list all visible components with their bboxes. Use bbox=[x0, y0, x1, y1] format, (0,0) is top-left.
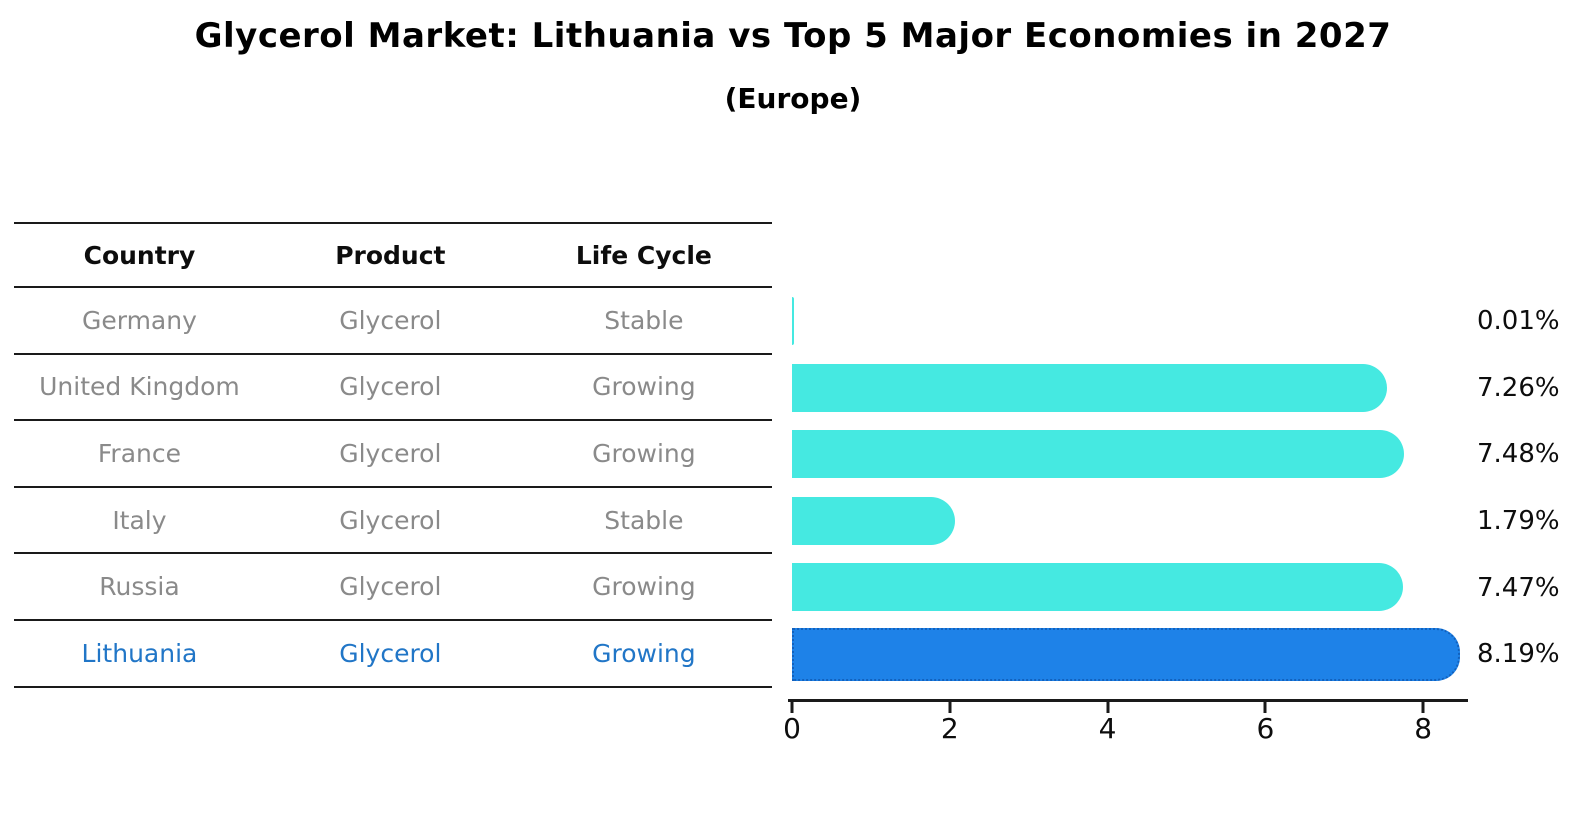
chart-title: Glycerol Market: Lithuania vs Top 5 Majo… bbox=[194, 16, 1392, 56]
bar-slot-france bbox=[792, 421, 1492, 488]
life-cycle-cell: Stable bbox=[604, 305, 684, 335]
chart-subtitle: (Europe) bbox=[724, 82, 862, 115]
bar-slot-italy bbox=[792, 488, 1492, 555]
x-tick-label-0: 0 bbox=[783, 712, 801, 745]
bar-france bbox=[792, 430, 1405, 479]
bar-lithuania bbox=[792, 628, 1461, 681]
x-axis-line bbox=[788, 699, 1468, 702]
value-label-united-kingdom: 7.26% bbox=[1477, 372, 1560, 403]
value-label-lithuania: 8.19% bbox=[1477, 639, 1560, 670]
table-body: Germany Glycerol Stable United Kingdom Glyce… bbox=[14, 288, 772, 688]
column-header-product: Product bbox=[335, 240, 446, 270]
x-tick-label-2: 2 bbox=[940, 712, 959, 745]
bar-germany bbox=[792, 297, 794, 345]
country-cell: Germany bbox=[81, 305, 197, 335]
column-header-country: Country bbox=[83, 240, 196, 270]
table-row-russia: Russia Glycerol Growing bbox=[14, 554, 772, 621]
bar-united-kingdom bbox=[792, 363, 1387, 412]
table-row-lithuania: Lithuania Glycerol Growing bbox=[14, 621, 772, 688]
table-row-germany: Germany Glycerol Stable bbox=[14, 288, 772, 355]
bar-slot-lithuania bbox=[792, 621, 1492, 688]
country-cell: United Kingdom bbox=[39, 372, 240, 402]
bar-slot-russia bbox=[792, 554, 1492, 621]
country-cell: Russia bbox=[99, 572, 180, 602]
x-tick-label-6: 6 bbox=[1256, 712, 1275, 745]
country-cell: Lithuania bbox=[81, 638, 198, 668]
bar-chart bbox=[792, 288, 1492, 688]
table-header-row: Country Product Life Cycle bbox=[14, 222, 772, 288]
bar-russia bbox=[792, 563, 1404, 612]
life-cycle-cell: Growing bbox=[592, 438, 696, 468]
x-tick-mark-8 bbox=[1421, 702, 1425, 713]
value-label-italy: 1.79% bbox=[1477, 506, 1560, 537]
product-cell: Glycerol bbox=[339, 572, 442, 602]
product-cell: Glycerol bbox=[339, 638, 442, 668]
x-tick-label-4: 4 bbox=[1098, 712, 1117, 745]
table-row-italy: Italy Glycerol Stable bbox=[14, 488, 772, 555]
table-row-france: France Glycerol Growing bbox=[14, 421, 772, 488]
life-cycle-cell: Growing bbox=[592, 638, 696, 668]
country-cell: Italy bbox=[112, 505, 167, 535]
table-row-united-kingdom: United Kingdom Glycerol Growing bbox=[14, 355, 772, 422]
x-tick-mark-4 bbox=[1106, 702, 1110, 713]
x-tick-mark-6 bbox=[1263, 702, 1267, 713]
life-cycle-cell: Stable bbox=[604, 505, 684, 535]
life-cycle-cell: Growing bbox=[592, 372, 696, 402]
life-cycle-cell: Growing bbox=[592, 572, 696, 602]
product-cell: Glycerol bbox=[339, 305, 442, 335]
x-tick-label-8: 8 bbox=[1414, 712, 1433, 745]
value-label-france: 7.48% bbox=[1477, 439, 1560, 470]
value-label-russia: 7.47% bbox=[1477, 572, 1560, 603]
value-label-germany: 0.01% bbox=[1477, 306, 1560, 337]
bar-slot-united-kingdom bbox=[792, 355, 1492, 422]
x-tick-mark-0 bbox=[790, 702, 794, 713]
column-header-life-cycle: Life Cycle bbox=[575, 240, 712, 270]
product-cell: Glycerol bbox=[339, 505, 442, 535]
product-cell: Glycerol bbox=[339, 372, 442, 402]
bar-slot-germany bbox=[792, 288, 1492, 355]
product-cell: Glycerol bbox=[339, 438, 442, 468]
country-cell: France bbox=[97, 438, 182, 468]
x-tick-mark-2 bbox=[948, 702, 952, 713]
bar-italy bbox=[792, 496, 956, 545]
country-table: Country Product Life Cycle Germany Glycer… bbox=[14, 222, 772, 688]
